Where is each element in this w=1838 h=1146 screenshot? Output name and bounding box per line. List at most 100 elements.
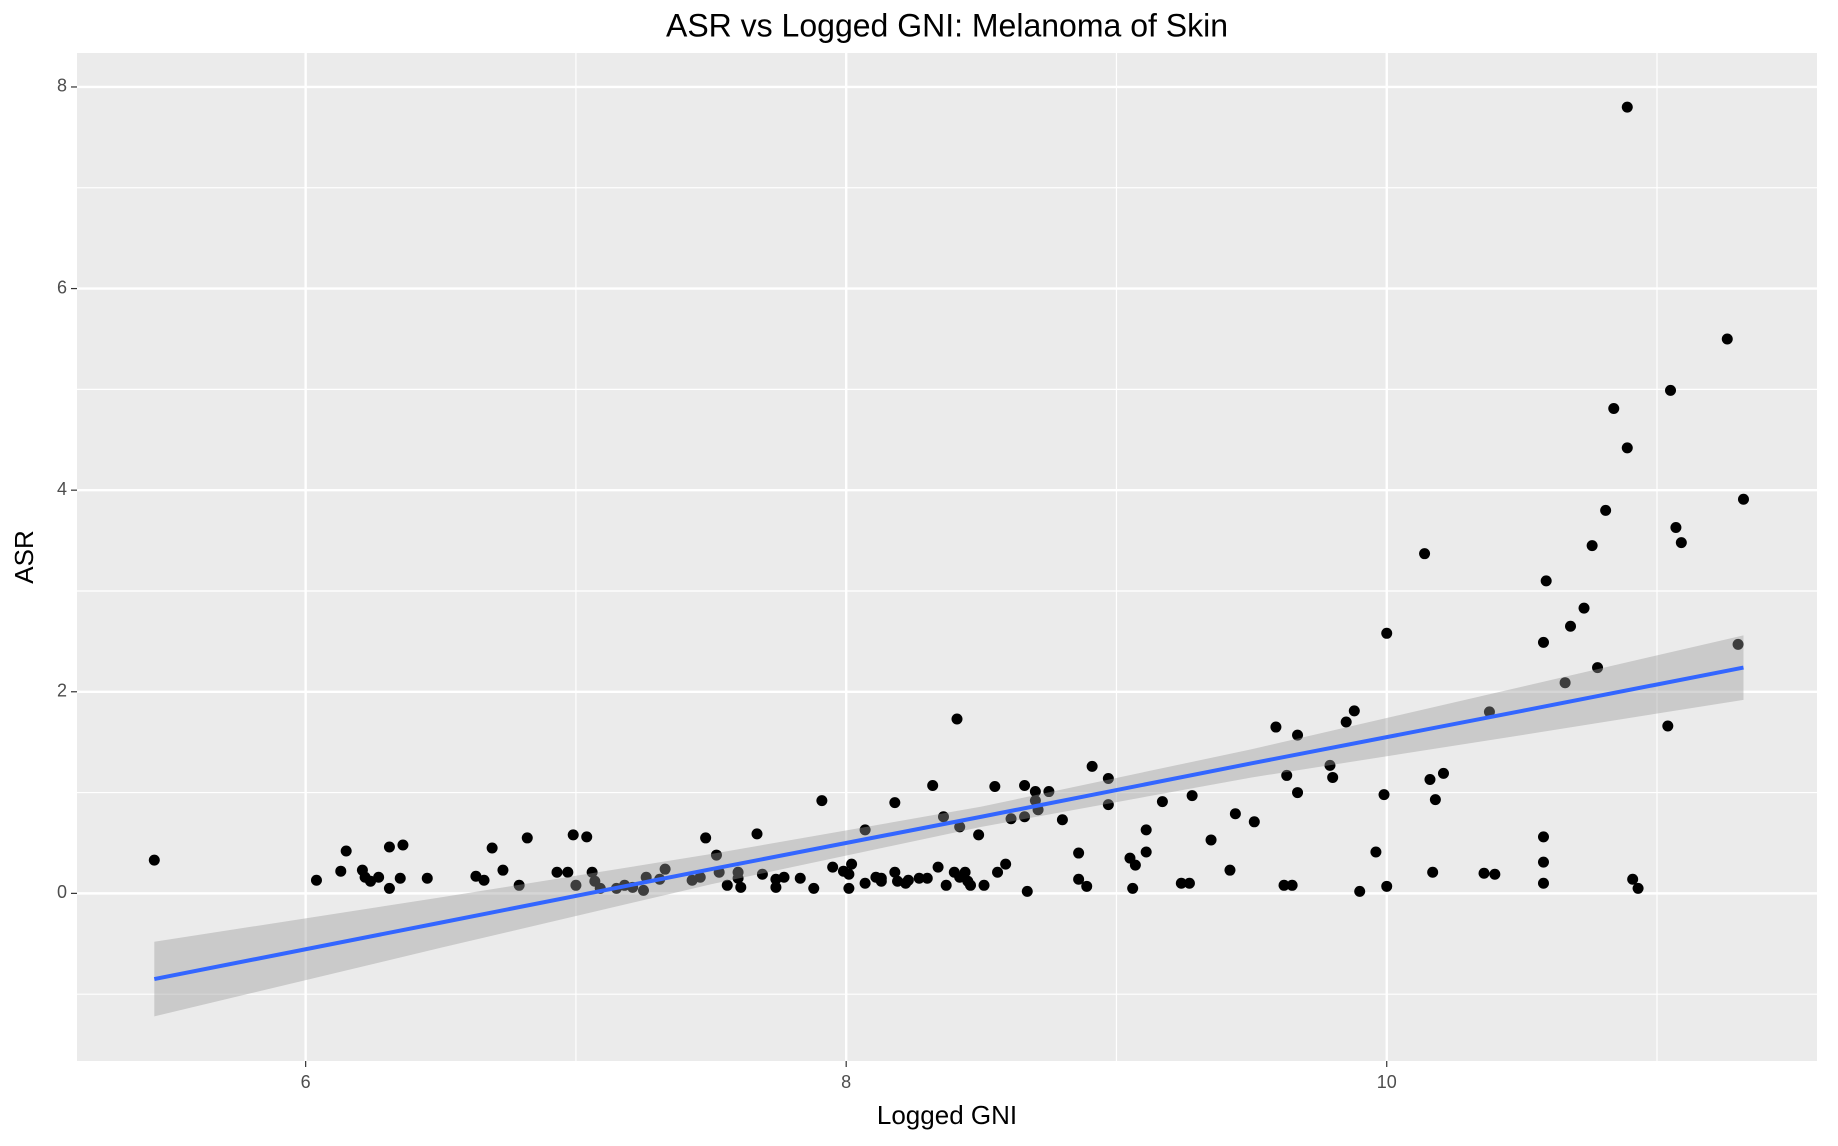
data-point	[1419, 548, 1431, 560]
data-point	[1424, 773, 1436, 785]
data-point	[1621, 101, 1633, 113]
data-point	[383, 841, 395, 853]
data-point	[1600, 504, 1612, 516]
data-point	[1378, 789, 1390, 801]
y-tick-label: 8	[57, 76, 67, 96]
data-point	[470, 870, 482, 882]
data-point	[1489, 868, 1501, 880]
data-point	[1354, 885, 1366, 897]
y-tick-label: 2	[57, 681, 67, 701]
data-point	[932, 861, 944, 873]
data-point	[770, 881, 782, 893]
data-point	[1592, 662, 1604, 674]
data-point	[1670, 521, 1682, 533]
chart-title: ASR vs Logged GNI: Melanoma of Skin	[666, 7, 1228, 43]
data-point	[1000, 858, 1012, 870]
data-point	[751, 828, 763, 840]
data-point	[859, 824, 871, 836]
data-point	[816, 795, 828, 807]
data-point	[1102, 799, 1114, 811]
data-point	[902, 874, 914, 886]
data-point	[1537, 856, 1549, 868]
data-point	[1019, 780, 1031, 792]
data-point	[1292, 787, 1304, 799]
data-point	[889, 797, 901, 809]
data-point	[978, 879, 990, 891]
x-tick-label: 10	[1377, 1072, 1397, 1092]
data-point	[1073, 847, 1085, 859]
data-point	[921, 872, 933, 884]
data-point	[1662, 720, 1674, 732]
data-point	[397, 839, 409, 851]
data-point	[340, 845, 352, 857]
data-point	[827, 861, 839, 873]
data-point	[1537, 636, 1549, 648]
data-point	[778, 871, 790, 883]
data-point	[586, 866, 598, 878]
data-point	[1559, 677, 1571, 689]
data-point	[1665, 384, 1677, 396]
data-point	[808, 882, 820, 894]
data-point	[1324, 759, 1336, 771]
data-point	[1537, 877, 1549, 889]
data-point	[1183, 877, 1195, 889]
data-point	[843, 882, 855, 894]
data-point	[710, 849, 722, 861]
plot-panel	[77, 53, 1817, 1061]
data-point	[859, 877, 871, 889]
data-point	[1205, 834, 1217, 846]
data-point	[1129, 859, 1141, 871]
data-point	[1286, 879, 1298, 891]
data-point	[1270, 721, 1282, 733]
data-point	[927, 780, 939, 792]
data-point	[843, 868, 855, 880]
data-point	[1540, 575, 1552, 587]
data-point	[694, 871, 706, 883]
data-point	[1429, 794, 1441, 806]
data-point	[965, 879, 977, 891]
data-point	[383, 882, 395, 894]
data-point	[1278, 879, 1290, 891]
data-point	[1140, 846, 1152, 858]
data-point	[1086, 760, 1098, 772]
data-point	[992, 866, 1004, 878]
data-point	[1721, 333, 1733, 345]
data-point	[1186, 790, 1198, 802]
data-point	[1021, 885, 1033, 897]
data-point	[973, 829, 985, 841]
data-point	[1627, 873, 1639, 885]
data-point	[497, 864, 509, 876]
data-point	[735, 881, 747, 893]
data-point	[1019, 811, 1031, 823]
data-point	[1073, 873, 1085, 885]
data-point	[659, 863, 671, 875]
data-point	[1140, 824, 1152, 836]
y-tick-label: 4	[57, 479, 67, 499]
data-point	[954, 821, 966, 833]
data-point	[1281, 769, 1293, 781]
data-point	[1224, 864, 1236, 876]
data-point	[486, 842, 498, 854]
data-point	[373, 871, 385, 883]
x-tick-label: 8	[841, 1072, 851, 1092]
data-point	[1586, 540, 1598, 552]
data-point	[959, 866, 971, 878]
data-point	[1127, 882, 1139, 894]
data-point	[1621, 442, 1633, 454]
data-point	[1327, 771, 1339, 783]
data-point	[1537, 831, 1549, 843]
data-point	[1043, 786, 1055, 798]
data-point	[1370, 846, 1382, 858]
data-point	[513, 879, 525, 891]
data-point	[335, 865, 347, 877]
data-point	[1029, 786, 1041, 798]
data-point	[1175, 877, 1187, 889]
data-point	[1578, 602, 1590, 614]
data-point	[637, 884, 649, 896]
data-point	[951, 713, 963, 725]
data-point	[1608, 403, 1620, 415]
data-point	[478, 874, 490, 886]
data-point	[1478, 867, 1490, 879]
data-point	[1156, 796, 1168, 808]
